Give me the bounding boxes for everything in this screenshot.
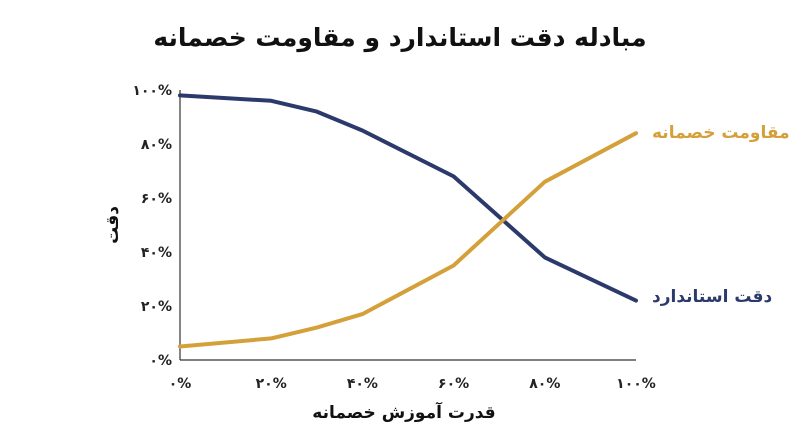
series-label-adversarial-robustness: مقاومت خصمانه	[652, 123, 790, 143]
y-tick-label: ۸۰%	[141, 137, 172, 153]
y-axis-label: دقت	[103, 206, 123, 244]
x-tick-label: ۰%	[169, 376, 192, 392]
series-lines	[178, 93, 638, 349]
series-line	[178, 131, 638, 349]
x-tick-label: ۶۰%	[438, 376, 469, 392]
x-tick-label: ۴۰%	[347, 376, 378, 392]
series-label-standard-accuracy: دقت استاندارد	[652, 287, 772, 307]
series-line	[178, 93, 638, 303]
x-tick-label: ۱۰۰%	[616, 376, 656, 392]
y-tick-label: ۰%	[149, 353, 172, 369]
y-tick-label: ۴۰%	[141, 245, 172, 261]
x-tick-label: ۲۰%	[256, 376, 287, 392]
y-tick-label: ۲۰%	[141, 299, 172, 315]
chart-title: مبادله دقت استاندارد و مقاومت خصمانه	[153, 23, 646, 53]
x-tick-label: ۸۰%	[529, 376, 560, 392]
x-axis-label: قدرت آموزش خصمانه	[312, 401, 495, 423]
y-tick-labels: ۰% ۲۰% ۴۰% ۶۰% ۸۰% ۱۰۰%	[132, 83, 172, 369]
y-tick-label: ۶۰%	[141, 191, 172, 207]
y-tick-label: ۱۰۰%	[132, 83, 172, 99]
x-tick-labels: ۰% ۲۰% ۴۰% ۶۰% ۸۰% ۱۰۰%	[169, 376, 656, 392]
